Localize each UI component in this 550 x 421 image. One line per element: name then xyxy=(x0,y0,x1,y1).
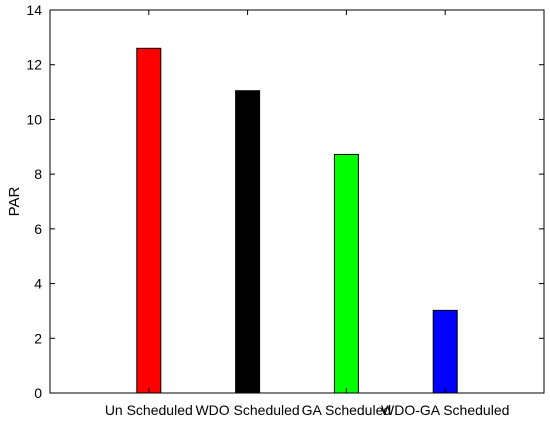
x-tick-label-3: WDO-GA Scheduled xyxy=(381,402,509,418)
y-tick-label-4: 8 xyxy=(34,166,42,182)
bar-1 xyxy=(235,90,261,394)
y-tick-label-0: 0 xyxy=(34,385,42,401)
plot-frame xyxy=(49,9,545,394)
y-tick-label-3: 6 xyxy=(34,221,42,237)
y-tick-label-2: 4 xyxy=(34,276,42,292)
x-tick-label-2: GA Scheduled xyxy=(302,402,392,418)
y-tick-label-1: 2 xyxy=(34,330,42,346)
y-axis-label: PAR xyxy=(6,186,23,216)
bar-0 xyxy=(136,47,162,394)
x-tick-label-0: Un Scheduled xyxy=(105,402,193,418)
bar-3 xyxy=(432,309,458,394)
y-tick-label-6: 12 xyxy=(26,57,42,73)
plot-area: 0 2 4 6 8 10 12 14 Un Scheduled WDO Scheduled GA S… xyxy=(26,2,545,418)
x-tick-label-1: WDO Scheduled xyxy=(195,402,299,418)
y-tick-label-7: 14 xyxy=(26,2,42,18)
bar-2 xyxy=(333,153,359,394)
y-tick-label-5: 10 xyxy=(26,111,42,127)
